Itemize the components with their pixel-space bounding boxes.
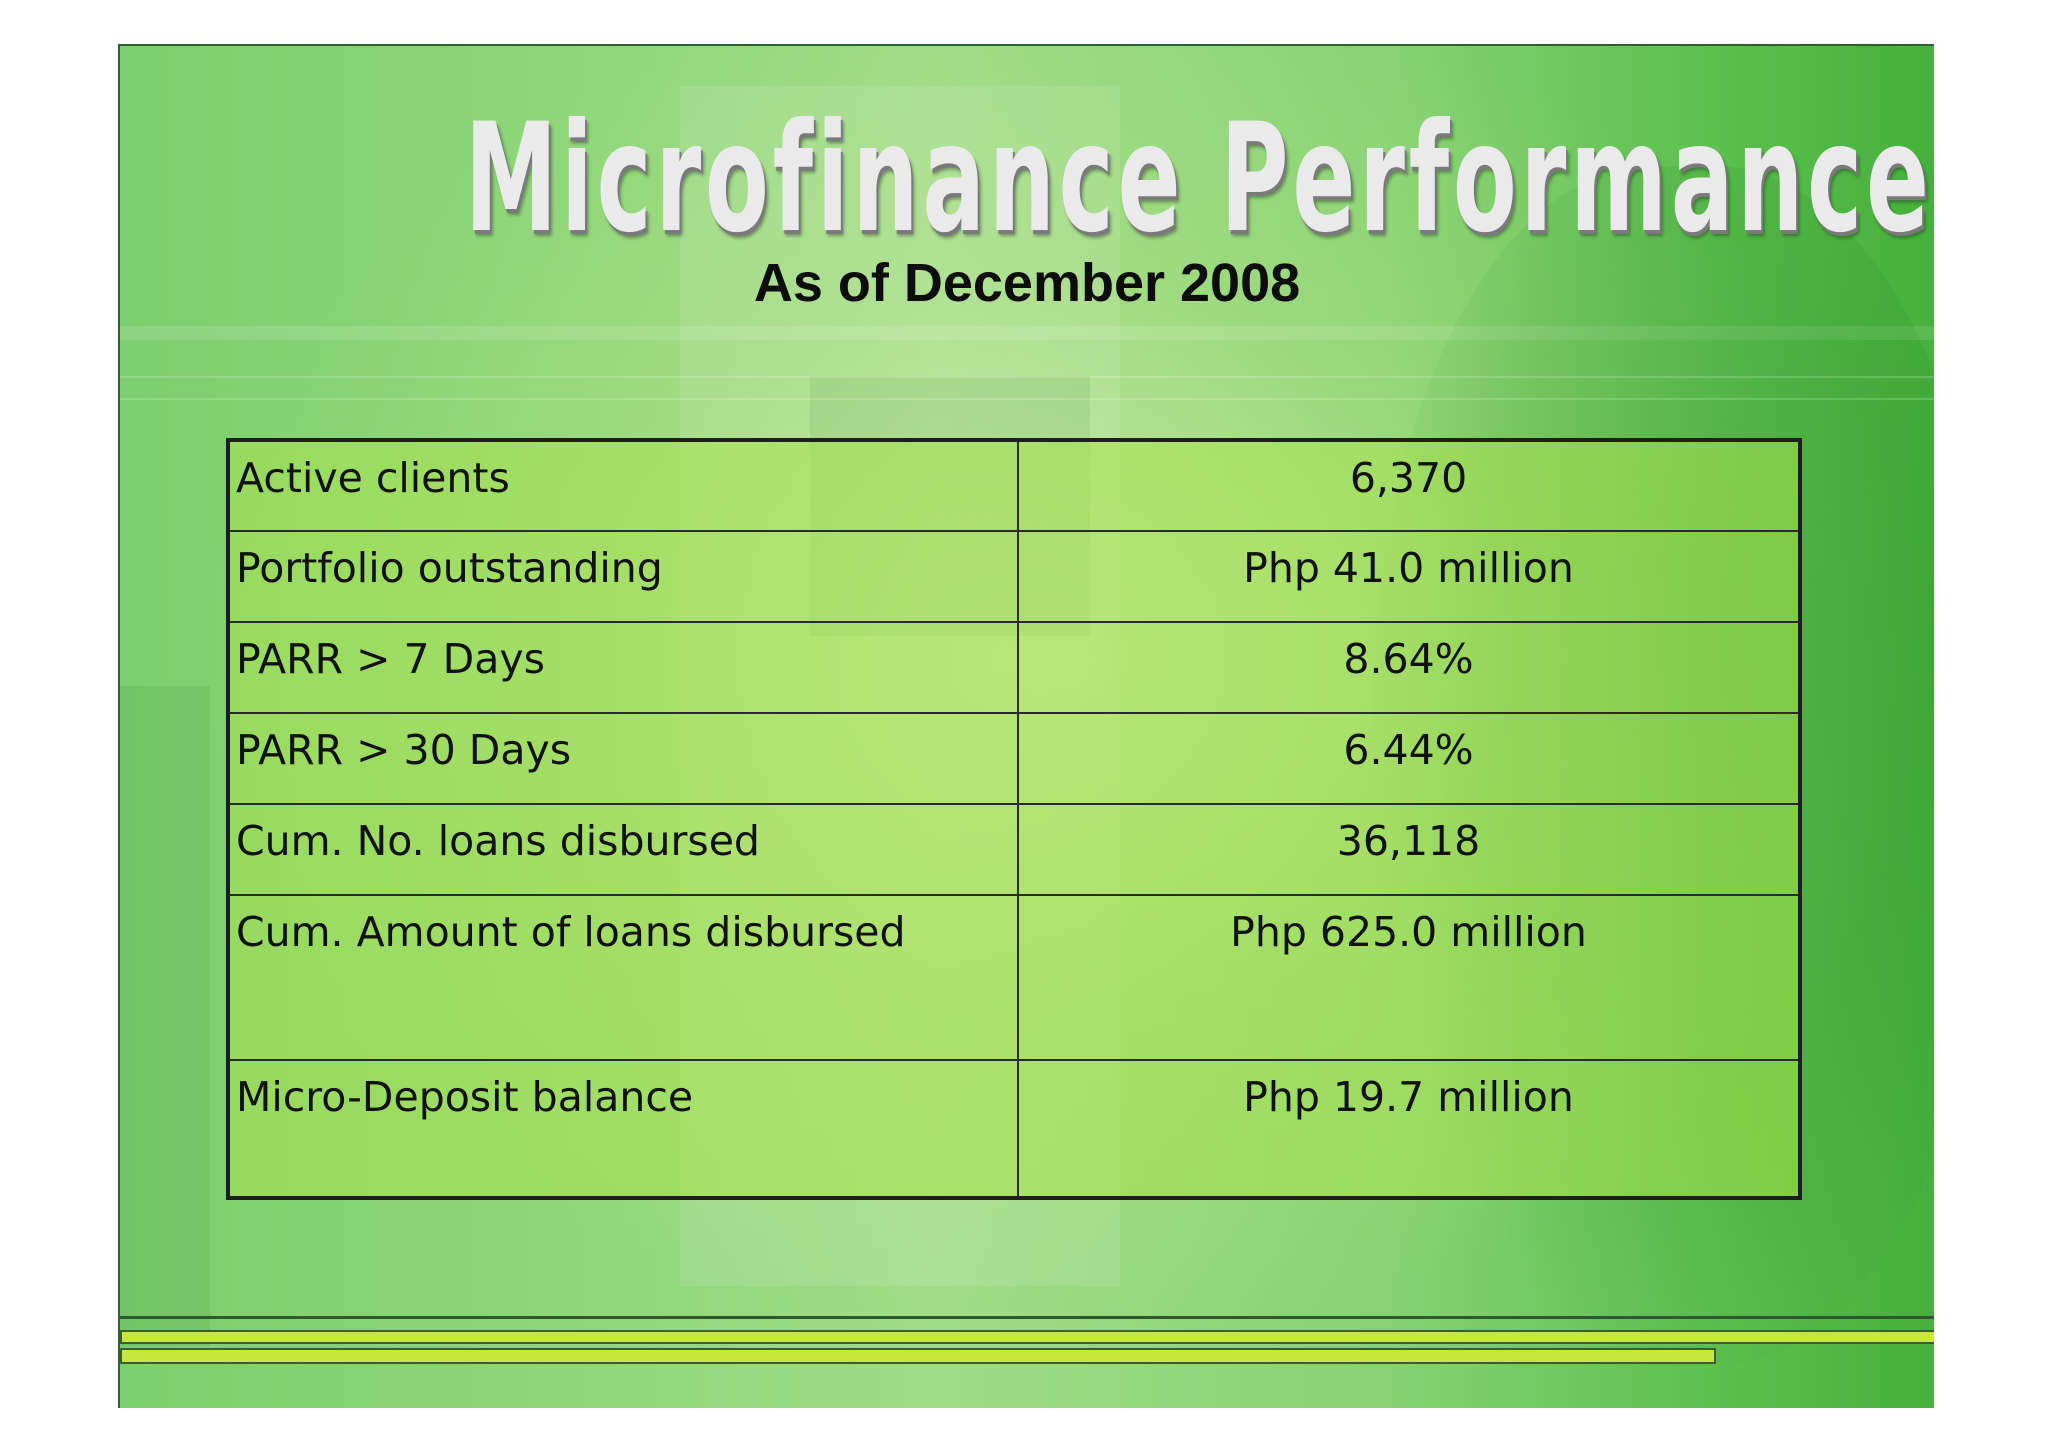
row-label: Cum. Amount of loans disbursed [227, 894, 1019, 1061]
row-label: Micro-Deposit balance [227, 1059, 1019, 1199]
row-value: 8.64% [1017, 621, 1801, 714]
table-row: Active clients 6,370 [227, 439, 1801, 532]
row-value: Php 41.0 million [1017, 530, 1801, 623]
background-awning [120, 326, 1934, 340]
table-row: Cum. Amount of loans disbursed Php 625.0… [227, 894, 1801, 1061]
footer-rule [120, 1316, 1934, 1319]
row-value: 6,370 [1017, 439, 1801, 532]
row-value: Php 19.7 million [1017, 1059, 1801, 1199]
table-row: PARR > 7 Days 8.64% [227, 621, 1801, 714]
row-label: PARR > 30 Days [227, 712, 1019, 805]
row-value: Php 625.0 million [1017, 894, 1801, 1061]
row-label: Cum. No. loans disbursed [227, 803, 1019, 896]
row-value: 6.44% [1017, 712, 1801, 805]
row-label: PARR > 7 Days [227, 621, 1019, 714]
table-row: Micro-Deposit balance Php 19.7 million [227, 1059, 1801, 1199]
table-row: Cum. No. loans disbursed 36,118 [227, 803, 1801, 896]
table-row: PARR > 30 Days 6.44% [227, 712, 1801, 805]
table-row: Portfolio outstanding Php 41.0 million [227, 530, 1801, 623]
footer-band-short [120, 1348, 1716, 1364]
footer-band [120, 1330, 1934, 1344]
slide-title: Microfinance Performance Status [464, 92, 1934, 266]
row-label: Portfolio outstanding [227, 530, 1019, 623]
slide: Microfinance Performance Status As of De… [118, 44, 1934, 1408]
performance-table: Active clients 6,370 Portfolio outstandi… [226, 438, 1802, 1200]
background-wall [120, 686, 210, 1346]
slide-subtitle: As of December 2008 [753, 253, 1301, 313]
background-wire [120, 398, 1934, 400]
row-label: Active clients [227, 439, 1019, 532]
background-wire [120, 376, 1934, 378]
row-value: 36,118 [1017, 803, 1801, 896]
